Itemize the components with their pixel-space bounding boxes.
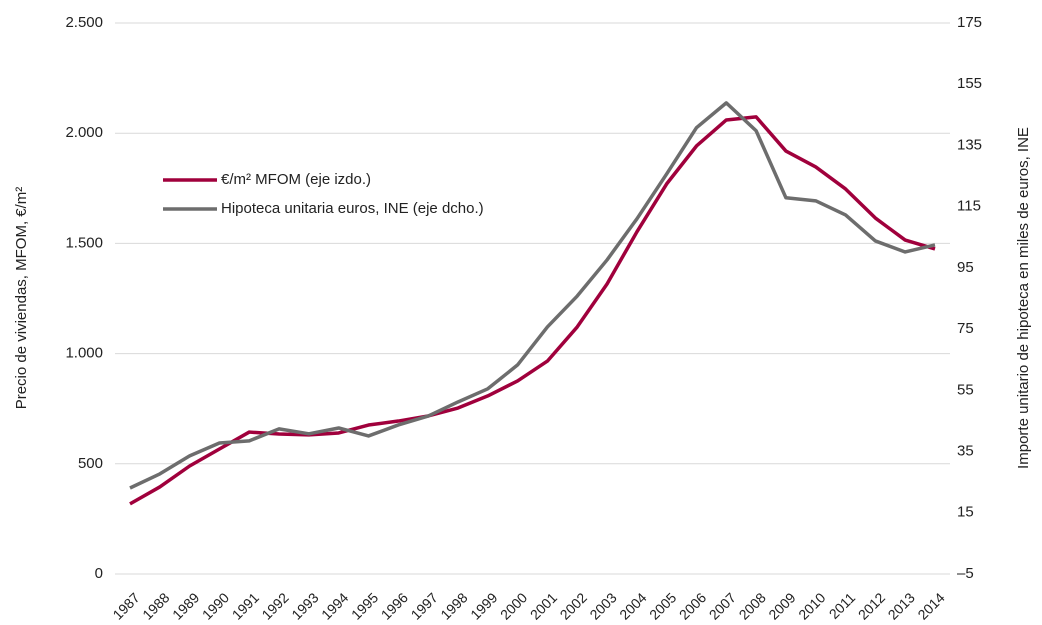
x-tick-label: 2007 (706, 589, 739, 622)
y-tick-label: 500 (78, 455, 103, 472)
x-tick-label: 1993 (288, 589, 321, 622)
x-tick-label: 1990 (199, 589, 232, 622)
y2-tick-label: 115 (957, 198, 981, 215)
y-axis-label: Precio de viviendas, MFOM, €/m² (13, 187, 30, 410)
y2-tick-label: 135 (957, 136, 982, 153)
x-tick-label: 1991 (229, 589, 262, 622)
x-tick-label: 2010 (795, 589, 828, 622)
x-tick-label: 1988 (139, 589, 172, 622)
y-tick-label: 1.500 (65, 234, 103, 251)
x-tick-label: 2004 (616, 589, 649, 622)
series-line (129, 101, 936, 490)
x-tick-label: 1999 (467, 589, 500, 622)
x-tick-label: 2011 (826, 589, 859, 622)
x-tick-label: 1992 (258, 589, 291, 622)
x-tick-label: 1995 (348, 589, 381, 622)
x-tick-label: 2009 (765, 589, 798, 622)
x-tick-label: 2005 (646, 589, 679, 622)
y2-tick-label: 35 (957, 443, 974, 460)
y2-axis-label: Importe unitario de hipoteca en miles de… (1015, 127, 1032, 469)
x-tick-label: 2008 (736, 589, 769, 622)
x-tick-label: 2002 (557, 589, 590, 622)
y-tick-label: 0 (95, 565, 103, 582)
y2-tick-label: 75 (957, 320, 974, 337)
x-tick-label: 2003 (586, 589, 619, 622)
y-tick-label: 2.000 (65, 124, 103, 141)
legend-label: €/m² MFOM (eje izdo.) (221, 171, 371, 188)
y2-tick-label: 95 (957, 259, 974, 276)
x-tick-label: 1989 (169, 589, 202, 622)
legend-label: Hipoteca unitaria euros, INE (eje dcho.) (221, 200, 484, 217)
y-tick-label: 1.000 (65, 345, 103, 362)
x-tick-label: 2001 (527, 589, 560, 622)
y-tick-label: 2.500 (65, 14, 103, 31)
y2-tick-label: 15 (957, 504, 974, 521)
x-tick-label: 2014 (914, 589, 947, 622)
x-tick-label: 2000 (497, 589, 530, 622)
y2-tick-label: 175 (957, 14, 982, 31)
y2-tick-label: 55 (957, 381, 974, 398)
x-tick-label: 1998 (437, 589, 470, 622)
y2-tick-label: –5 (957, 565, 974, 582)
x-tick-label: 1997 (408, 589, 441, 622)
x-tick-label: 2012 (855, 589, 888, 622)
x-tick-label: 1994 (318, 589, 351, 622)
x-tick-label: 2006 (676, 589, 709, 622)
x-tick-label: 1996 (378, 589, 411, 622)
x-tick-label: 1987 (109, 589, 142, 622)
y2-tick-label: 155 (957, 75, 982, 92)
x-tick-label: 2013 (885, 589, 918, 622)
